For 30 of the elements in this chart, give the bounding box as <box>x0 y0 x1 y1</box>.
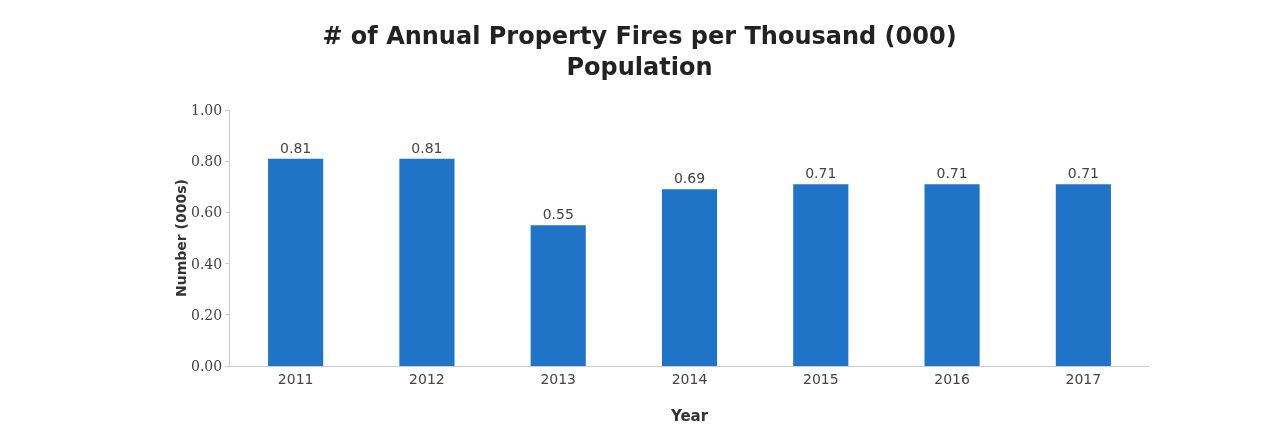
y-axis-title: Number (000s) <box>173 179 190 297</box>
chart-title: # of Annual Property Fires per Thousand (000) Population <box>322 21 957 81</box>
x-tick-label: 2011 <box>277 370 314 387</box>
data-label: 0.81 <box>280 139 312 156</box>
y-tick-label: 1.00 <box>191 101 223 118</box>
y-tick-label: 0.40 <box>191 255 223 272</box>
x-axis-title: Year <box>669 407 709 425</box>
x-tick-label: 2012 <box>409 370 445 387</box>
bar <box>399 158 455 366</box>
bar <box>793 184 849 366</box>
data-label: 0.69 <box>673 170 706 187</box>
data-label: 0.71 <box>936 165 968 182</box>
x-tick-label: 2015 <box>802 370 839 387</box>
data-label: 0.81 <box>411 139 443 156</box>
data-label: 0.71 <box>805 165 837 182</box>
y-tick-label: 0.20 <box>191 306 223 323</box>
bar <box>1055 184 1111 366</box>
y-tick-label: 0.80 <box>191 153 223 170</box>
bar <box>661 189 718 366</box>
data-label: 0.55 <box>542 206 574 223</box>
bar <box>924 184 980 366</box>
bar <box>530 225 586 366</box>
x-tick-label: 2014 <box>671 370 708 387</box>
y-tick-label: 0.60 <box>191 204 223 221</box>
x-tick-label: 2017 <box>1065 370 1102 387</box>
data-label: 0.71 <box>1067 165 1099 182</box>
bar <box>268 158 324 366</box>
y-tick-label: 0.00 <box>191 357 223 374</box>
x-tick-label: 2016 <box>934 370 970 387</box>
x-tick-label: 2013 <box>540 370 577 387</box>
